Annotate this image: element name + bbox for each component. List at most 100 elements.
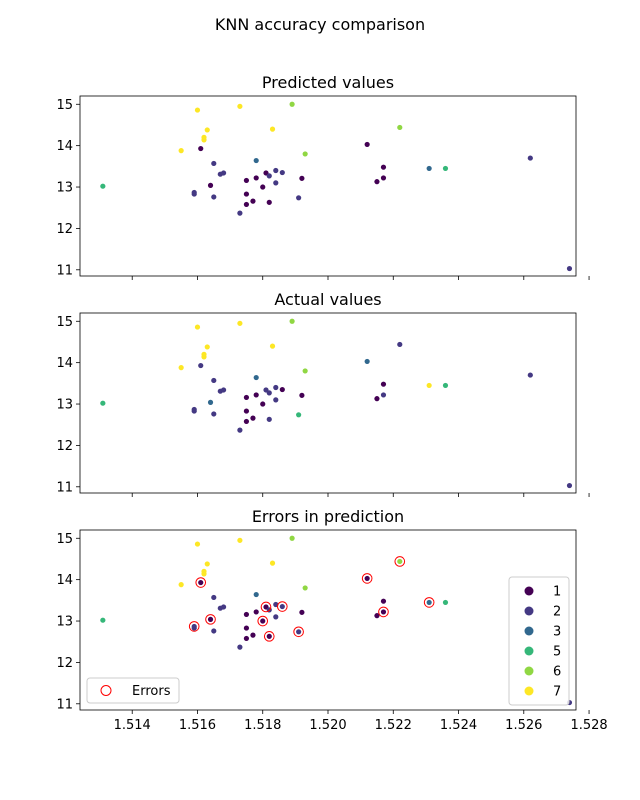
data-point (266, 199, 272, 205)
data-point (194, 324, 201, 330)
data-point (211, 377, 217, 384)
x-tick-label: 1.528 (570, 718, 607, 733)
data-point (204, 561, 210, 567)
y-tick-label: 11 (56, 697, 73, 712)
data-point (269, 560, 276, 566)
data-point (250, 198, 256, 204)
legend-marker (524, 686, 534, 696)
y-tick-label: 11 (56, 263, 73, 278)
y-tick-label: 13 (56, 181, 73, 196)
data-point (364, 575, 370, 582)
data-point (380, 164, 387, 170)
data-point (273, 614, 279, 620)
legend-label: 3 (553, 625, 561, 640)
data-point (442, 382, 449, 389)
y-tick-label: 12 (56, 439, 73, 454)
data-point (191, 625, 197, 631)
data-point (250, 632, 256, 638)
data-point (253, 374, 259, 381)
legend-error-marker (100, 685, 112, 696)
data-point (273, 180, 279, 186)
data-point (201, 137, 207, 143)
data-point (207, 182, 214, 188)
data-point (426, 165, 432, 172)
error-marker (188, 621, 200, 632)
data-point (397, 124, 403, 131)
data-point (566, 482, 573, 489)
data-point (269, 126, 276, 132)
data-point (266, 173, 272, 179)
error-marker (378, 606, 389, 618)
data-point (211, 411, 217, 417)
data-point (442, 599, 449, 606)
y-tick-label: 15 (56, 315, 73, 330)
data-point (243, 394, 250, 401)
data-point (279, 386, 285, 393)
data-point (243, 635, 250, 642)
error-marker (423, 597, 435, 608)
error-marker (263, 631, 275, 642)
data-point (380, 392, 387, 398)
panel-title: Actual values (274, 290, 381, 309)
x-tick-label: 1.522 (375, 718, 412, 733)
data-point (253, 609, 259, 615)
x-tick-label: 1.520 (309, 718, 346, 733)
legend-marker (524, 586, 534, 596)
legend-label: 7 (553, 685, 561, 700)
data-point (191, 408, 197, 414)
data-point (364, 141, 370, 148)
data-point (243, 418, 250, 425)
data-point (220, 387, 227, 393)
data-point (204, 344, 210, 350)
data-point (273, 167, 279, 174)
data-point (289, 101, 295, 107)
data-point (299, 392, 305, 398)
data-point (100, 617, 106, 623)
data-point (426, 599, 432, 606)
error-marker (361, 573, 373, 584)
data-point (266, 633, 272, 639)
data-point (380, 381, 387, 387)
legend-box (508, 576, 570, 706)
data-point (100, 183, 106, 189)
data-point (198, 145, 204, 152)
data-point (243, 611, 250, 618)
data-point (299, 609, 305, 615)
data-point (243, 201, 250, 208)
legend-error-label: Errors (132, 684, 171, 699)
y-tick-label: 14 (56, 573, 73, 588)
data-point (178, 148, 184, 154)
data-point (266, 390, 272, 396)
data-point (442, 165, 449, 172)
legend-marker (524, 646, 534, 656)
data-point (211, 594, 217, 601)
data-point (266, 416, 272, 422)
data-point (527, 372, 533, 378)
data-point (380, 175, 387, 181)
y-tick-label: 11 (56, 480, 73, 495)
data-point (237, 644, 243, 650)
y-tick-label: 14 (56, 139, 73, 154)
error-marker (195, 577, 207, 588)
data-point (289, 535, 295, 541)
data-point (211, 160, 217, 167)
data-point (207, 616, 214, 622)
data-point (374, 179, 380, 185)
data-point (296, 195, 302, 201)
data-point (279, 169, 285, 176)
data-point (220, 604, 227, 610)
data-point (296, 629, 302, 635)
data-point (191, 191, 197, 197)
data-point (279, 603, 285, 610)
panel-title: Errors in prediction (252, 507, 404, 526)
data-point (289, 318, 295, 324)
panel-2: Actual values 11 12 13 14 15 (56, 290, 590, 497)
legend-label: 2 (553, 605, 561, 620)
error-marker (257, 615, 269, 627)
y-tick-label: 13 (56, 398, 73, 413)
data-point (243, 408, 250, 414)
legend-label: 1 (553, 585, 561, 600)
data-point (201, 571, 207, 577)
